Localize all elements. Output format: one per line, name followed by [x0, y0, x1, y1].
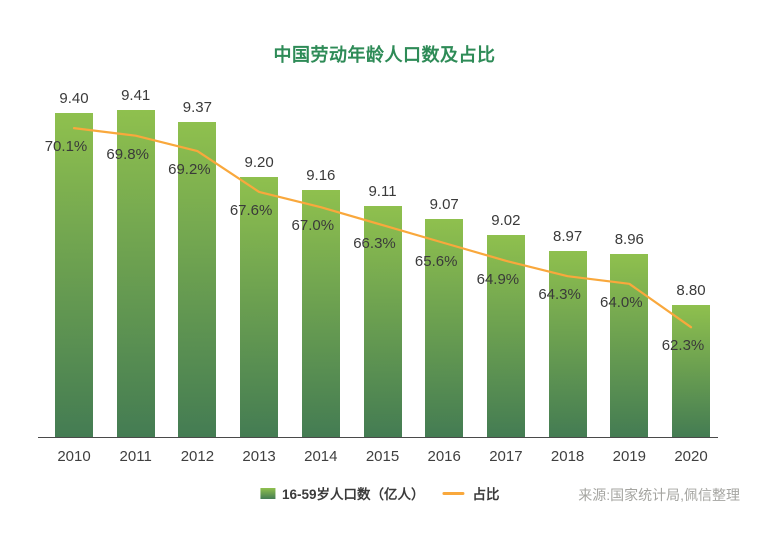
- ratio-label: 67.0%: [291, 217, 335, 235]
- bar-legend-label: 16-59岁人口数（亿人）: [281, 487, 425, 502]
- bar: [610, 254, 649, 437]
- bar: [425, 218, 464, 437]
- year-label: 2017: [489, 448, 523, 465]
- ratio-label: 67.6%: [229, 201, 273, 219]
- year-label: 2019: [612, 448, 646, 465]
- chart-title: 中国劳动年龄人口数及占比: [273, 45, 496, 65]
- ratio-label: 65.6%: [414, 252, 458, 270]
- ratio-label: 69.8%: [106, 145, 149, 163]
- bar-value-label: 9.20: [244, 154, 274, 172]
- bar-value-label: 9.37: [182, 99, 212, 117]
- bar-value-label: 9.02: [491, 211, 521, 229]
- legend: 16-59岁人口数（亿人） 占比: [259, 483, 500, 503]
- year-label: 2014: [304, 448, 338, 465]
- year-label: 2013: [242, 448, 276, 465]
- year-label: 2020: [674, 448, 708, 465]
- year-label: 2012: [180, 448, 215, 465]
- bar: [672, 305, 710, 437]
- bar-value-label: 8.96: [614, 231, 644, 249]
- ratio-label: 66.3%: [353, 235, 396, 253]
- bar-legend-swatch-icon: [259, 487, 275, 499]
- ratio-label: 64.3%: [538, 286, 581, 304]
- year-label: 2018: [550, 448, 585, 465]
- bar-value-label: 9.40: [59, 89, 89, 107]
- year-label: 2016: [427, 448, 461, 465]
- x-axis-line: [38, 437, 718, 438]
- year-label: 2011: [119, 448, 152, 465]
- bar-value-label: 9.07: [429, 195, 459, 213]
- year-label: 2010: [57, 448, 91, 465]
- bar: [486, 234, 525, 437]
- ratio-label: 62.3%: [661, 337, 705, 355]
- bar-value-label: 9.41: [121, 86, 151, 104]
- bar-value-label: 8.80: [676, 282, 706, 300]
- bar: [548, 250, 587, 437]
- ratio-label: 70.1%: [44, 138, 88, 156]
- source-note: 来源:国家统计局,佩信整理: [578, 487, 740, 503]
- ratio-label: 64.0%: [600, 293, 643, 311]
- bar-value-label: 9.11: [368, 182, 397, 200]
- ratio-label: 64.9%: [476, 270, 520, 288]
- bar-value-label: 9.16: [306, 166, 336, 184]
- plot-area: 9.40 70.1% 9.41 69.8% 9.37 69.2% 9.20 67.6% 9.16…: [38, 87, 718, 465]
- bar-value-label: 8.97: [552, 227, 583, 245]
- ratio-label: 69.2%: [168, 161, 211, 179]
- line-legend-label: 占比: [472, 487, 500, 502]
- year-label: 2015: [365, 448, 400, 465]
- bar: [55, 112, 93, 437]
- line-legend-swatch-icon: [442, 491, 465, 495]
